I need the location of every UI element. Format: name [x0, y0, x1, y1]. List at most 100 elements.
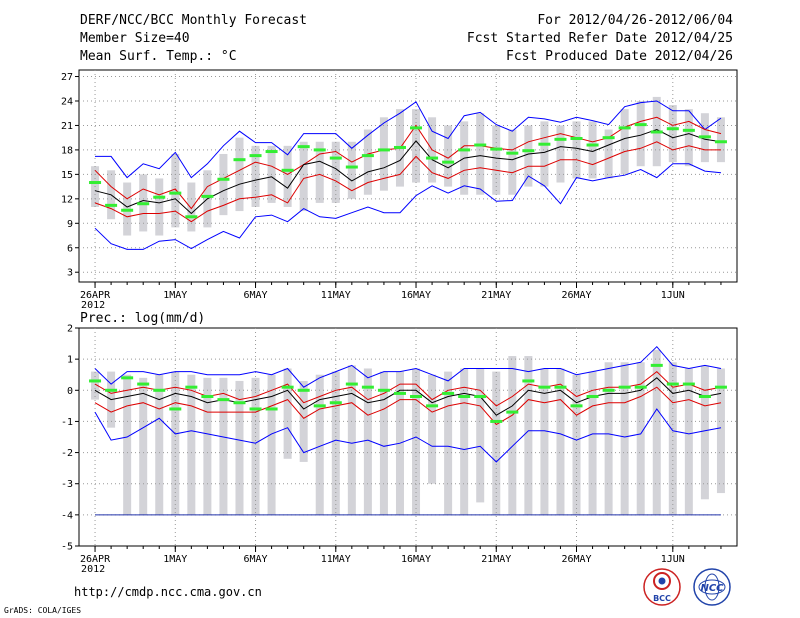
temp-median-marker — [474, 143, 487, 147]
start-date: Fcst Started Refer Date 2012/04/25 — [467, 31, 733, 46]
temp-x-tick-label: 16MAY — [401, 290, 431, 301]
temp-median-marker — [634, 123, 647, 127]
prec-median-marker — [698, 395, 711, 399]
prec-median-marker — [105, 388, 118, 392]
ncc-logo: NCC — [693, 568, 731, 606]
temp-median-marker — [153, 195, 166, 199]
temp-median-marker — [121, 208, 134, 212]
temp-x-tick-label: 26MAY — [561, 290, 591, 301]
temp-member-range-bar — [347, 141, 356, 199]
prec-member-range-bar — [139, 377, 148, 515]
prec-median-marker — [442, 391, 455, 395]
temp-member-range-bar — [716, 117, 725, 163]
temp-member-range-bar — [379, 117, 388, 191]
prec-median-marker — [185, 385, 198, 389]
temp-median-marker — [105, 203, 118, 207]
prec-y-tick-label: -4 — [61, 510, 73, 521]
temp-median-marker — [426, 156, 439, 160]
prec-member-range-bar — [588, 371, 597, 515]
prec-member-range-bar — [155, 374, 164, 515]
temp-member-range-bar — [572, 121, 581, 179]
temp-median-marker — [650, 130, 663, 134]
produced-date: Fcst Produced Date 2012/04/26 — [506, 49, 733, 64]
temp-median-marker — [682, 128, 695, 132]
temp-median-marker — [201, 194, 214, 198]
temp-median-marker — [490, 147, 503, 151]
temp-median-marker — [714, 140, 727, 144]
prec-member-range-bar — [444, 371, 453, 515]
temp-member-range-bar — [331, 141, 340, 203]
prec-median-marker — [345, 382, 358, 386]
temp-member-range-bar — [315, 141, 324, 203]
prec-median-marker — [313, 404, 326, 408]
prec-median-marker — [137, 382, 150, 386]
temp-median-marker — [169, 191, 182, 195]
chart-title: DERF/NCC/BCC Monthly Forecast — [80, 13, 307, 28]
prec-median-marker — [538, 385, 551, 389]
prec-median-marker — [602, 388, 615, 392]
temp-line-min — [94, 163, 722, 250]
prec-line-min — [94, 408, 722, 463]
temp-member-range-bar — [283, 145, 292, 207]
prec-median-marker — [361, 385, 374, 389]
prec-median-marker — [217, 398, 230, 402]
prec-line-mean — [94, 377, 722, 416]
prec-median-marker — [249, 407, 262, 411]
temp-member-range-bar — [363, 129, 372, 195]
temp-median-marker — [458, 148, 471, 152]
prec-x-tick-label: 1MAY — [163, 554, 187, 565]
prec-median-marker — [682, 382, 695, 386]
temp-member-range-bar — [476, 113, 485, 195]
bcc-logo-swirl — [653, 572, 671, 590]
prec-member-range-bar — [428, 374, 437, 484]
temp-y-tick-label: 15 — [61, 170, 73, 181]
bcc-logo-ring — [643, 568, 681, 606]
temp-x-tick-label: 11MAY — [321, 290, 351, 301]
source-url[interactable]: http://cmdp.ncc.cma.gov.cn — [74, 585, 262, 599]
prec-member-range-bar — [315, 374, 324, 515]
prec-x-tick-label: 11MAY — [321, 554, 351, 565]
prec-member-range-bar — [171, 371, 180, 515]
temp-member-range-bar — [155, 178, 164, 236]
temp-median-marker — [265, 150, 278, 154]
prec-median-marker — [458, 395, 471, 399]
prec-member-range-bar — [123, 374, 132, 515]
temperature-panel: 3 6 9 12 15 18 21 24 27 26APR 1MAY 6MAY 11MAY 16MAY 21… — [61, 69, 738, 311]
precipitation-panel: -5 -4 -3 -2 -1 0 1 2 26APR 1MAY 6MAY 11MAY 16MAY 21MA… — [61, 324, 738, 575]
temp-median-marker — [233, 158, 246, 162]
temp-median-marker — [522, 149, 535, 153]
temp-member-range-bar — [636, 100, 645, 167]
prec-member-range-bar — [187, 374, 196, 515]
prec-member-range-bar — [652, 349, 661, 515]
prec-member-range-bar — [363, 368, 372, 515]
prec-median-marker — [233, 401, 246, 405]
ncc-logo-orbit-2 — [704, 573, 720, 601]
temp-x-tick-label: 1MAY — [163, 290, 187, 301]
prec-member-range-bar — [331, 371, 340, 515]
temp-line-spread_upper — [94, 116, 722, 210]
prec-median-marker — [506, 410, 519, 414]
temp-line-spread_lower — [94, 141, 721, 223]
prec-x-tick-label: 26MAY — [561, 554, 591, 565]
ncc-logo-text: NCC — [700, 583, 724, 594]
prec-member-range-bar — [412, 368, 421, 515]
temp-year-label: 2012 — [81, 300, 105, 311]
prec-median-marker — [169, 407, 182, 411]
bcc-logo-text: BCC — [653, 594, 671, 603]
temp-median-marker — [377, 148, 390, 152]
temp-member-range-bar — [251, 145, 260, 207]
temp-median-marker — [602, 136, 615, 140]
prec-median-marker — [522, 379, 535, 383]
prec-member-range-bar — [508, 356, 517, 515]
temp-median-marker — [666, 127, 679, 131]
temp-median-marker — [698, 135, 711, 139]
temp-line-max — [95, 100, 722, 179]
prec-member-range-bar — [604, 362, 613, 515]
prec-median-marker — [281, 385, 294, 389]
prec-median-marker — [586, 395, 599, 399]
prec-member-range-bar — [379, 371, 388, 515]
prec-member-range-bar — [235, 380, 244, 515]
temp-y-tick-label: 3 — [67, 268, 73, 279]
prec-member-range-bar — [716, 368, 725, 494]
ncc-logo-orbit — [698, 579, 726, 595]
